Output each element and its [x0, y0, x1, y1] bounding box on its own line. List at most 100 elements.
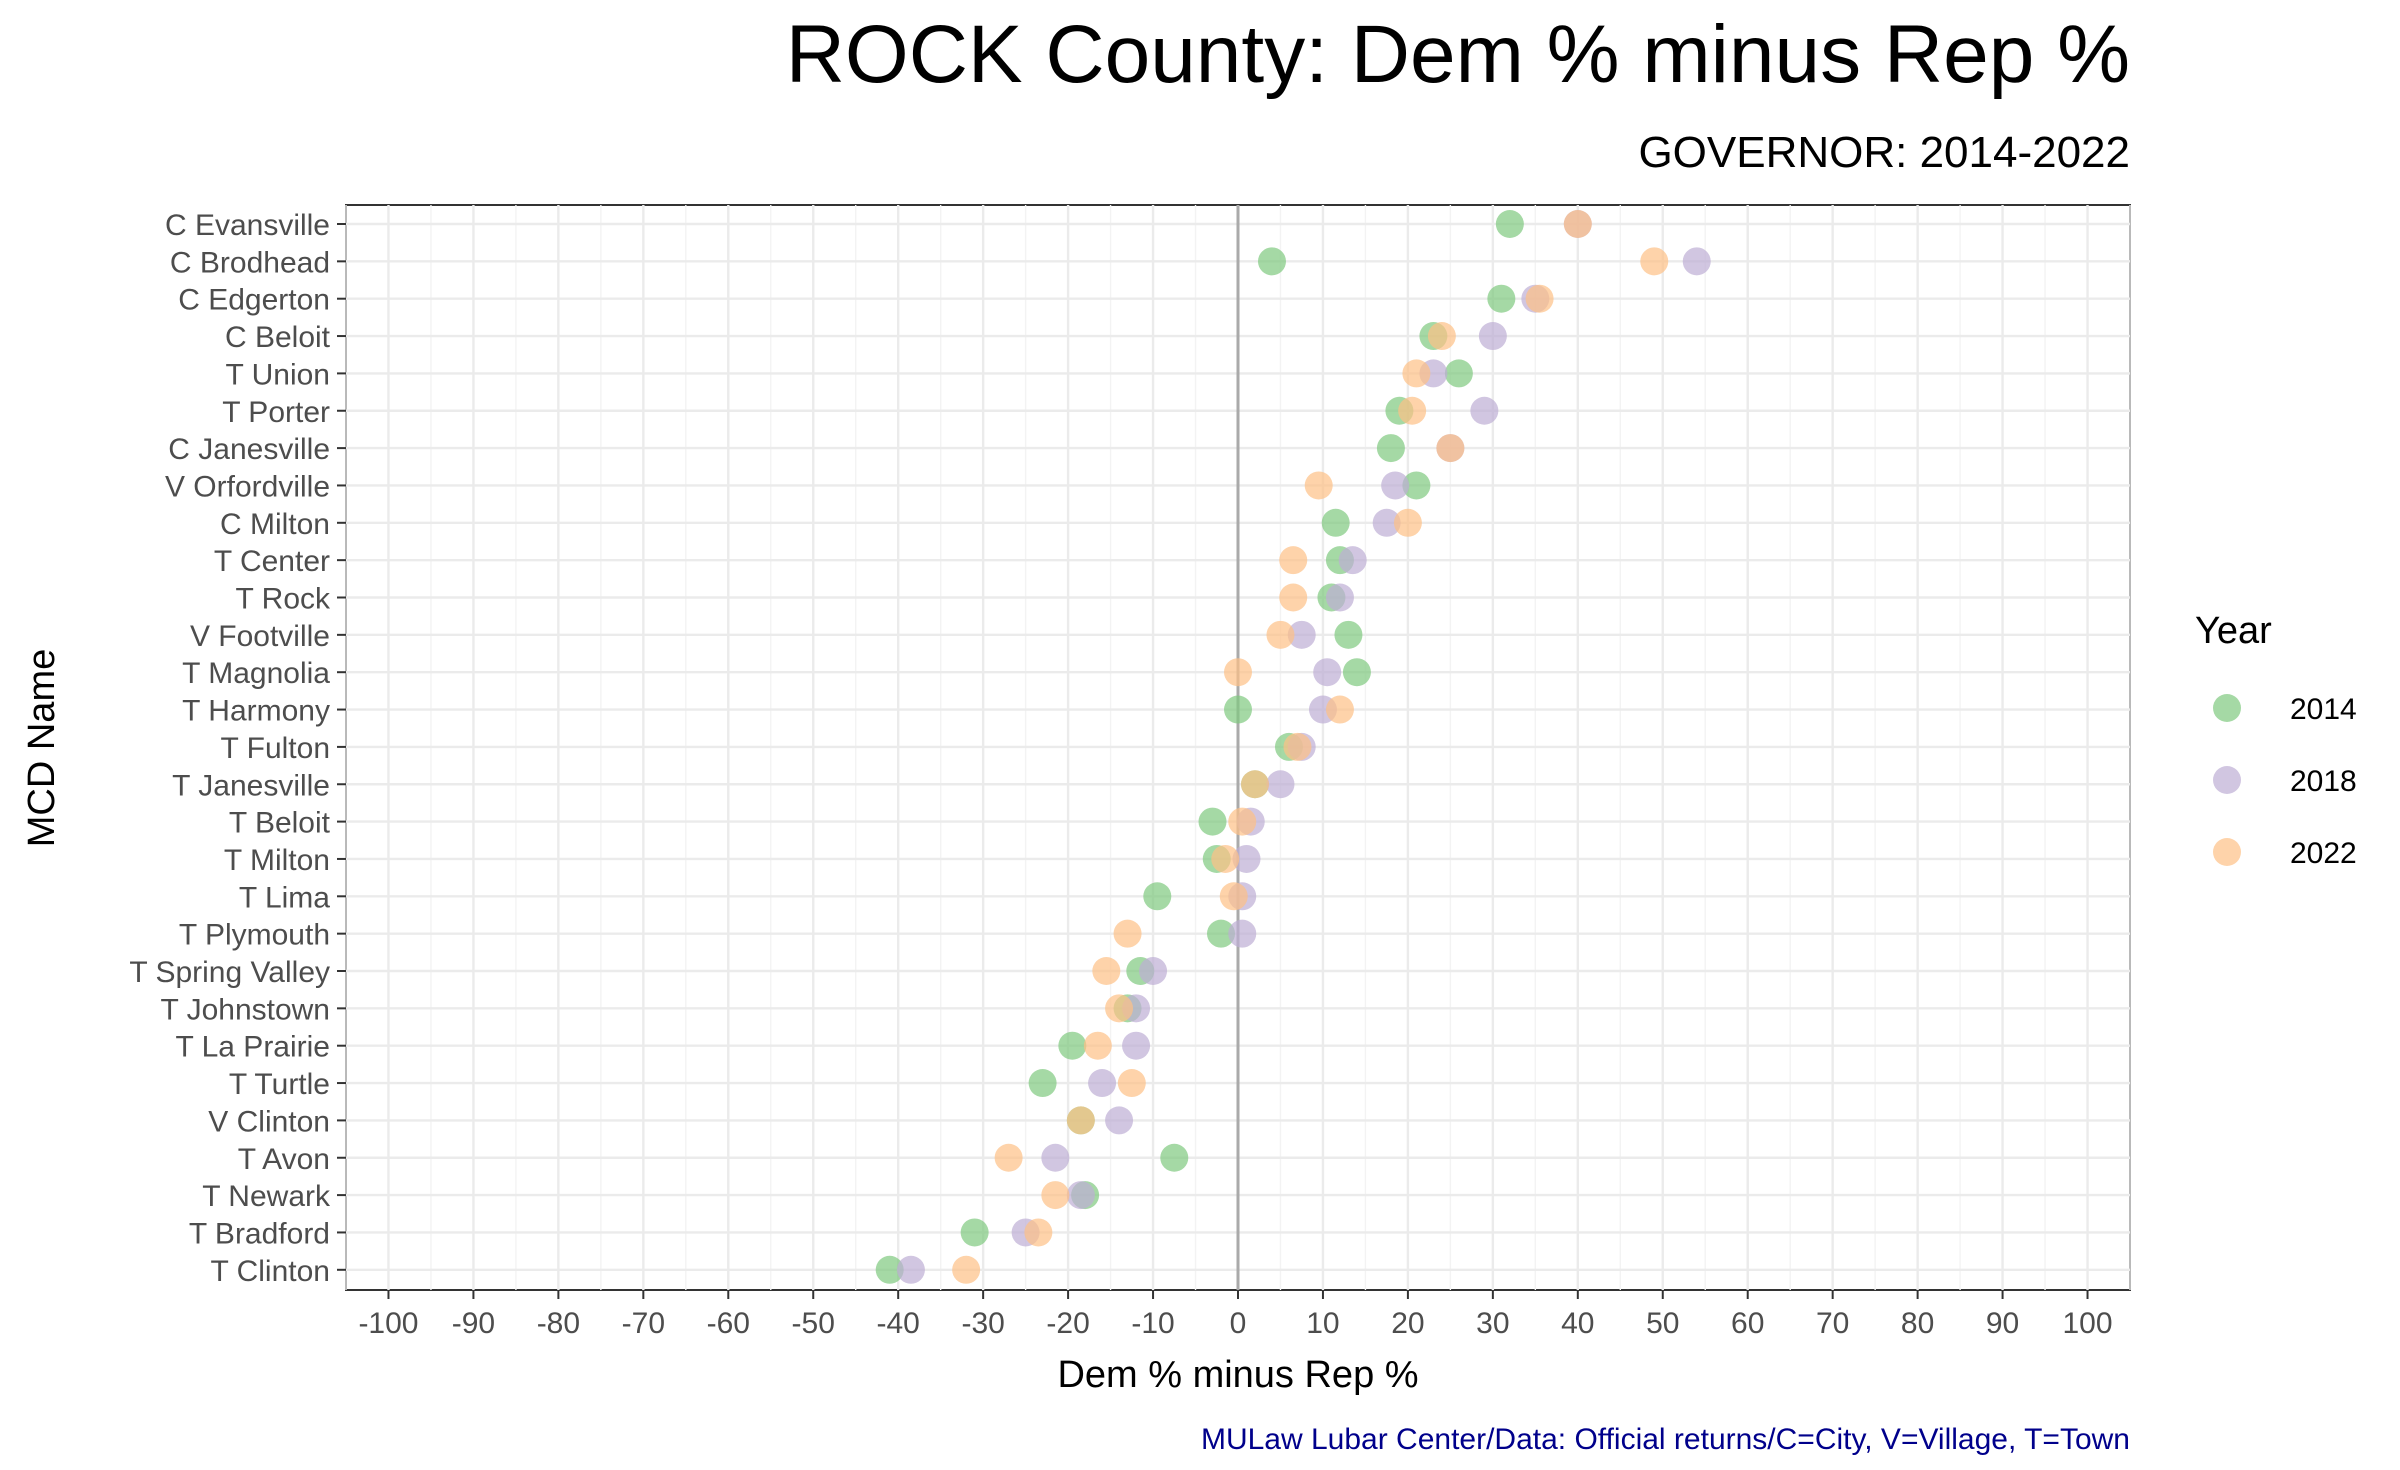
point-2022	[1105, 994, 1134, 1023]
x-tick-label: 100	[2062, 1307, 2112, 1340]
y-tick-label: T Rock	[236, 583, 331, 616]
point-2014	[960, 1218, 989, 1247]
x-tick-label: 40	[1561, 1307, 1594, 1340]
point-2022	[1228, 807, 1257, 836]
legend-key-2022	[2213, 838, 2241, 866]
point-2014	[1198, 807, 1227, 836]
point-2022	[1283, 732, 1312, 761]
y-axis-tick-labels: C Evansville C Brodhead C Edgerton C Beloit…	[129, 209, 346, 1288]
point-2022	[1083, 1031, 1112, 1060]
point-2014	[1224, 695, 1252, 724]
point-2022	[1398, 396, 1427, 425]
point-2022	[1113, 919, 1142, 948]
chart-subtitle: GOVERNOR: 2014-2022	[1638, 128, 2130, 177]
legend-key-2018	[2213, 766, 2241, 794]
point-2014	[1376, 434, 1405, 463]
point-2022	[1279, 583, 1308, 612]
point-2014	[1257, 247, 1286, 276]
point-2018	[1139, 957, 1168, 985]
y-tick-label: T Spring Valley	[129, 956, 330, 989]
point-2018	[1372, 508, 1401, 537]
point-2022	[1211, 844, 1240, 873]
point-2022	[1219, 882, 1248, 911]
x-tick-label: -60	[707, 1307, 750, 1340]
point-2022	[1024, 1218, 1053, 1247]
y-tick-label: T Fulton	[221, 732, 331, 765]
point-2022	[1525, 284, 1554, 313]
data-points	[875, 210, 1711, 1284]
x-tick-label: 90	[1986, 1307, 2019, 1340]
point-2014	[1143, 882, 1172, 911]
point-2022	[1279, 546, 1308, 575]
y-tick-label: T Janesville	[172, 769, 330, 802]
point-2018	[1041, 1143, 1070, 1172]
y-tick-label: C Edgerton	[178, 284, 330, 317]
x-axis-title: Dem % minus Rep %	[1057, 1354, 1418, 1396]
y-tick-label: T Center	[214, 545, 330, 578]
x-tick-label: 70	[1816, 1307, 1849, 1340]
y-axis-title: MCD Name	[21, 649, 63, 847]
y-tick-label: T Bradford	[189, 1217, 330, 1250]
point-2018	[1682, 247, 1711, 276]
legend-label-2022: 2022	[2290, 837, 2357, 870]
y-tick-label: T La Prairie	[175, 1031, 330, 1064]
point-2018	[1232, 844, 1261, 873]
y-tick-label: V Footville	[190, 620, 330, 653]
point-2018	[1287, 620, 1316, 649]
y-tick-label: T Johnstown	[160, 993, 330, 1026]
x-tick-label: 30	[1476, 1307, 1509, 1340]
y-tick-label: T Harmony	[182, 695, 330, 728]
x-tick-label: 80	[1901, 1307, 1934, 1340]
y-tick-label: T Newark	[202, 1180, 331, 1213]
point-2014	[1334, 620, 1363, 649]
y-tick-label: T Lima	[239, 881, 330, 914]
y-tick-label: T Turtle	[229, 1068, 330, 1101]
y-tick-label: T Magnolia	[182, 657, 330, 690]
gridlines	[345, 205, 2131, 1290]
point-2014	[1321, 508, 1350, 537]
x-tick-label: 60	[1731, 1307, 1764, 1340]
x-tick-label: -100	[358, 1307, 418, 1340]
point-2022	[1092, 957, 1121, 985]
point-2014	[1207, 919, 1236, 948]
point-2014	[1402, 471, 1431, 500]
y-tick-label: T Union	[225, 358, 330, 391]
point-2022	[1266, 620, 1295, 649]
point-2018	[896, 1255, 925, 1284]
point-2022	[1066, 1106, 1095, 1135]
point-2022	[1325, 695, 1354, 724]
point-2014	[1058, 1031, 1087, 1060]
x-tick-label: -20	[1046, 1307, 1089, 1340]
x-tick-label: -10	[1131, 1307, 1174, 1340]
y-tick-label: T Porter	[222, 396, 330, 429]
point-2014	[1487, 284, 1516, 313]
x-tick-label: 50	[1646, 1307, 1679, 1340]
point-2018	[1066, 1181, 1095, 1210]
y-tick-label: T Avon	[238, 1143, 330, 1176]
legend-label-2014: 2014	[2290, 693, 2357, 726]
point-2022	[1427, 322, 1456, 351]
x-axis-tick-labels: -100 -90 -80 -70 -60 -50 -40 -30 -20 -10 0 10 20 30 40…	[358, 1290, 2113, 1340]
point-2022	[994, 1143, 1023, 1172]
y-tick-label: T Milton	[224, 844, 330, 877]
point-2018	[1470, 396, 1499, 425]
point-2018	[1122, 1031, 1151, 1060]
x-tick-label: -30	[961, 1307, 1004, 1340]
y-tick-label: C Beloit	[225, 321, 331, 354]
point-2018	[1325, 583, 1354, 612]
x-tick-label: -90	[452, 1307, 495, 1340]
point-2014	[1444, 359, 1473, 388]
y-tick-label: C Milton	[220, 508, 330, 541]
point-2022	[1304, 471, 1333, 500]
chart-caption: MULaw Lubar Center/Data: Official return…	[1201, 1423, 2130, 1456]
x-tick-label: -50	[792, 1307, 835, 1340]
x-tick-label: 10	[1306, 1307, 1339, 1340]
point-2018	[1266, 770, 1295, 799]
point-2022	[1640, 247, 1669, 276]
point-2018	[1228, 919, 1257, 948]
x-tick-label: -40	[877, 1307, 920, 1340]
point-2014	[1160, 1143, 1189, 1172]
y-tick-label: T Plymouth	[179, 919, 330, 952]
y-tick-label: C Evansville	[165, 209, 330, 242]
